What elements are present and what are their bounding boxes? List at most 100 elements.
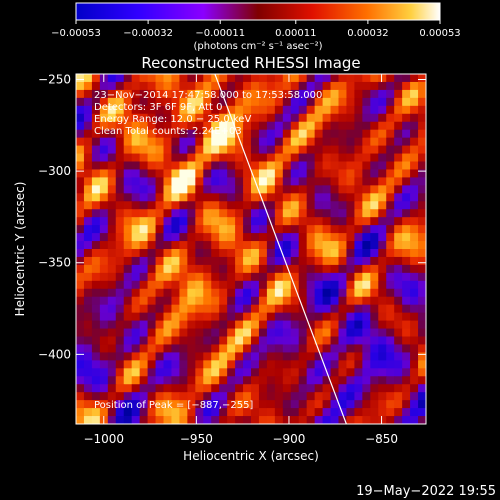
heatmap-cell [402, 89, 411, 99]
heatmap-cell [219, 360, 228, 369]
heatmap-cell [83, 416, 93, 424]
heatmap-cell [258, 217, 268, 226]
y-axis-ticks: −250−300−350−400 [38, 72, 426, 361]
heatmap-cell [243, 360, 252, 369]
heatmap-cell [394, 320, 403, 330]
heatmap-cell [322, 201, 332, 210]
heatmap-cell [354, 201, 363, 210]
heatmap-cell [139, 280, 149, 290]
heatmap-cell [306, 193, 316, 202]
heatmap-cell [195, 145, 204, 155]
heatmap-cell [91, 312, 101, 322]
heatmap-cell [338, 113, 348, 123]
heatmap-cell [370, 113, 379, 123]
heatmap-cell [227, 264, 236, 274]
heatmap-cell [115, 336, 125, 346]
heatmap-cell [330, 296, 340, 306]
heatmap-cell [306, 209, 316, 218]
heatmap-cell [91, 288, 101, 298]
heatmap-cell [410, 352, 419, 361]
heatmap-cell [83, 185, 93, 194]
heatmap-cell [76, 169, 85, 178]
colorbar-tick-label: 0.00032 [347, 28, 388, 39]
solar-limb-line [214, 74, 347, 424]
heatmap-cell [418, 153, 426, 163]
heatmap-cell [282, 89, 292, 99]
heatmap-cell [91, 89, 101, 99]
heatmap-cell [274, 129, 284, 139]
heatmap-cell [115, 113, 125, 123]
heatmap-cell [402, 296, 411, 306]
heatmap-cell [107, 185, 117, 194]
heatmap-cell [99, 400, 109, 409]
heatmap-cell [227, 336, 236, 346]
heatmap-cell [179, 113, 188, 123]
heatmap-cell [211, 169, 220, 178]
heatmap-cell [266, 209, 276, 218]
heatmap-cell [76, 129, 85, 139]
heatmap-cell [346, 376, 355, 385]
heatmap-cell [131, 328, 141, 338]
heatmap-cell [378, 81, 387, 91]
heatmap-cell [282, 344, 292, 353]
heatmap-cell [147, 360, 157, 369]
heatmap-cell [179, 169, 188, 178]
heatmap-cell [298, 81, 308, 91]
heatmap-cell [386, 217, 395, 226]
heatmap-cell [187, 288, 196, 298]
heatmap-cell [258, 304, 268, 314]
heatmap-cell [354, 113, 363, 123]
heatmap-cell [314, 256, 324, 266]
heatmap-cell [91, 209, 101, 218]
heatmap-cell [410, 320, 419, 330]
heatmap-cell [322, 344, 332, 353]
heatmap-cell [306, 89, 316, 99]
heatmap-cell [346, 288, 355, 298]
heatmap-cell [83, 113, 93, 123]
heatmap-cell [203, 416, 212, 424]
heatmap-cell [235, 89, 244, 99]
heatmap-cell [219, 392, 228, 401]
heatmap-cell [362, 360, 371, 369]
heatmap-cell [282, 201, 292, 210]
heatmap-cell [346, 153, 355, 163]
heatmap-cell [354, 256, 363, 266]
heatmap-cell [298, 320, 308, 330]
heatmap-cell [155, 185, 165, 194]
heatmap-cell [179, 280, 188, 290]
heatmap-cell [155, 193, 165, 202]
heatmap-cell [99, 129, 109, 139]
heatmap-cell [147, 185, 157, 194]
heatmap-cell [354, 328, 363, 338]
heatmap-cell [163, 280, 173, 290]
heatmap-cell [266, 241, 276, 250]
heatmap-cell [378, 241, 387, 250]
heatmap-cell [386, 416, 395, 424]
heatmap-cell [354, 288, 363, 298]
heatmap-cell [370, 209, 379, 218]
heatmap-cell [155, 177, 165, 186]
heatmap-cell [402, 304, 411, 314]
heatmap-cell [410, 264, 419, 274]
heatmap-cell [282, 97, 292, 107]
heatmap-cell [203, 105, 212, 115]
heatmap-cell [282, 408, 292, 417]
heatmap-cell [131, 193, 141, 202]
heatmap-cell [410, 129, 419, 139]
heatmap-cell [195, 416, 204, 424]
heatmap-cell [282, 145, 292, 155]
heatmap-cell [306, 328, 316, 338]
heatmap-cell [91, 177, 101, 186]
heatmap-cell [290, 288, 300, 298]
heatmap-cell [298, 121, 308, 131]
heatmap-cell [370, 416, 379, 424]
heatmap-cell [330, 241, 340, 250]
heatmap-cell [235, 193, 244, 202]
heatmap-cell [123, 217, 133, 226]
heatmap-cell [171, 304, 180, 314]
heatmap-cell [107, 169, 117, 178]
heatmap-cell [139, 129, 149, 139]
heatmap-cell [243, 272, 252, 282]
heatmap-cell [274, 360, 284, 369]
heatmap-cell [155, 81, 165, 91]
